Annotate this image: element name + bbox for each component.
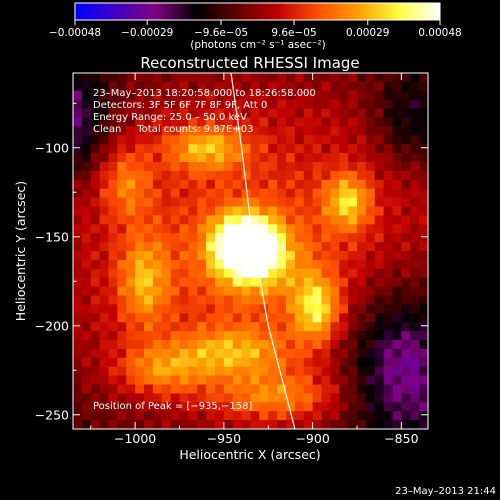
- colorbar-frame: [74, 2, 441, 21]
- annotation-detectors: Detectors: 3F 5F 6F 7F 8F 9F, Att 0: [93, 100, 267, 111]
- footer-timestamp: 23–May–2013 21:44: [395, 486, 496, 497]
- plot-frame: [72, 72, 429, 430]
- colorbar-tick-label: −9.6e−05: [194, 27, 248, 39]
- x-axis-label: Heliocentric X (arcsec): [179, 447, 320, 462]
- colorbar-tick-label: −0.00048: [49, 27, 101, 39]
- colorbar-tick-label: −0.00029: [121, 27, 173, 39]
- x-tick-label: −900: [295, 431, 329, 446]
- solar-limb-line: [230, 73, 296, 429]
- annotation-time-range: 23–May–2013 18:20:58.000 to 18:26:58.000: [93, 88, 316, 99]
- colorbar-tick-label: 0.00048: [418, 27, 461, 39]
- heatmap-image: [73, 73, 428, 429]
- y-tick-label: −250: [35, 407, 69, 422]
- colorbar: [75, 3, 440, 20]
- axis-ticks: −1000 −950 −900 −850 −100 −150 −200 −250: [35, 73, 428, 446]
- colorbar-tick-label: 0.00029: [346, 27, 389, 39]
- y-axis-label: Heliocentric Y (arcsec): [13, 181, 28, 321]
- y-tick-label: −100: [35, 140, 69, 155]
- x-tick-label: −950: [207, 431, 241, 446]
- annotation-clean-counts: Clean Total counts: 9.87E+03: [93, 124, 253, 135]
- x-tick-label: −1000: [114, 431, 156, 446]
- colorbar-ticks: −0.00048 −0.00029 −9.6e−05 9.6e−05 0.00029 0.…: [49, 20, 462, 39]
- chart-title: Reconstructed RHESSI Image: [140, 54, 359, 72]
- y-tick-label: −150: [35, 229, 69, 244]
- x-tick-label: −850: [384, 431, 418, 446]
- y-tick-label: −200: [35, 318, 69, 333]
- colorbar-units-label: (photons cm⁻² s⁻¹ asec⁻²): [190, 39, 325, 51]
- peak-position-label: Position of Peak = [−935,−158]: [93, 401, 252, 412]
- colorbar-tick-label: 9.6e−05: [271, 27, 316, 39]
- annotation-energy-range: Energy Range: 25.0 – 50.0 keV: [93, 112, 247, 123]
